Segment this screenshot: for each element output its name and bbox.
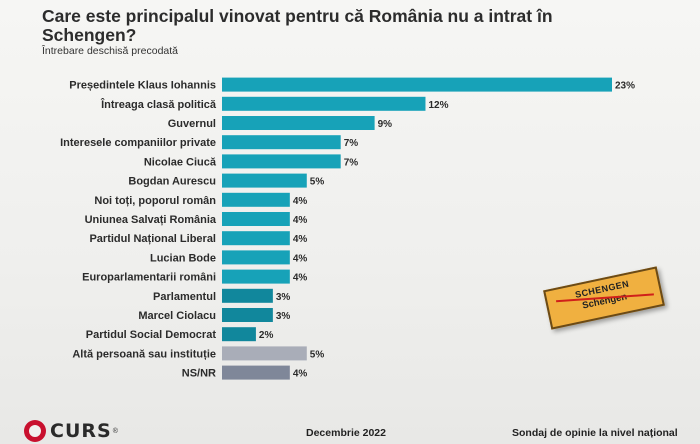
value-label: 4% <box>293 253 308 264</box>
value-label: 23% <box>615 81 635 92</box>
bar <box>222 231 290 246</box>
bar <box>222 96 426 111</box>
value-label: 2% <box>259 330 274 341</box>
bar <box>222 346 307 361</box>
category-label: Marcel Ciolacu <box>138 310 216 322</box>
bar <box>222 308 273 322</box>
bar <box>222 269 290 284</box>
footer-date: Decembrie 2022 <box>306 427 386 439</box>
logo-registered-mark: ® <box>112 427 118 435</box>
category-label: Guvernul <box>168 118 216 130</box>
bar <box>222 327 256 342</box>
value-label: 3% <box>276 311 291 322</box>
category-label: NS/NR <box>182 368 216 380</box>
bar <box>222 116 375 130</box>
value-label: 3% <box>276 292 291 303</box>
value-label: 4% <box>293 273 308 284</box>
value-label: 5% <box>310 177 325 188</box>
value-label: 7% <box>344 138 359 149</box>
bar <box>222 192 290 207</box>
category-label: Nicolae Ciucă <box>144 156 217 168</box>
bar <box>222 250 290 265</box>
value-label: 4% <box>293 369 308 380</box>
value-label: 4% <box>293 215 308 226</box>
bar <box>222 288 273 303</box>
category-label: Președintele Klaus Iohannis <box>69 80 216 92</box>
logo-text: CURS <box>50 420 112 442</box>
category-label: Lucian Bode <box>150 252 216 264</box>
bar <box>222 173 307 188</box>
category-label: Parlamentul <box>153 291 216 303</box>
chart-subtitle: Întrebare deschisă precodată <box>42 45 179 57</box>
bar <box>222 154 341 169</box>
category-label: Bogdan Aurescu <box>128 176 216 188</box>
bar <box>222 135 341 150</box>
bar <box>222 212 290 226</box>
category-label: Partidul Social Democrat <box>86 329 217 341</box>
category-label: Europarlamentarii români <box>82 272 216 284</box>
footer-note: Sondaj de opinie la nivel național <box>512 427 678 439</box>
value-label: 5% <box>310 349 325 360</box>
value-label: 12% <box>428 100 448 111</box>
chart-title: Care este principalul vinovat pentru că … <box>42 6 553 45</box>
curs-logo: CURS ® <box>24 418 118 444</box>
curs-logo-icon <box>24 420 46 442</box>
value-label: 7% <box>344 157 359 168</box>
category-label: Întreaga clasă politică <box>100 98 217 111</box>
category-label: Uniunea Salvați România <box>85 214 217 226</box>
value-label: 4% <box>293 196 308 207</box>
value-label: 4% <box>293 234 308 245</box>
bar-chart: Președintele Klaus Iohannis 23% Întreaga c… <box>60 77 635 380</box>
category-label: Partidul Național Liberal <box>89 233 216 245</box>
bar <box>222 77 612 92</box>
category-label: Interesele companiilor private <box>60 137 216 149</box>
bar <box>222 365 290 380</box>
category-label: Noi toți, poporul român <box>94 195 216 207</box>
category-label: Altă persoană sau instituție <box>72 348 216 360</box>
value-label: 9% <box>378 119 393 130</box>
